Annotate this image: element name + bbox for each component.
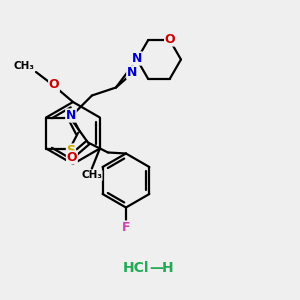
Text: O: O xyxy=(49,79,59,92)
Text: HCl: HCl xyxy=(123,261,149,275)
Text: CH₃: CH₃ xyxy=(14,61,35,71)
Text: N: N xyxy=(127,66,137,79)
Text: O: O xyxy=(165,33,175,46)
Text: O: O xyxy=(67,151,77,164)
Text: S: S xyxy=(67,144,76,157)
Text: —: — xyxy=(149,261,163,275)
Text: N: N xyxy=(66,109,76,122)
Text: CH₃: CH₃ xyxy=(81,170,102,181)
Text: N: N xyxy=(132,52,142,65)
Text: F: F xyxy=(122,221,130,234)
Text: H: H xyxy=(162,261,174,275)
